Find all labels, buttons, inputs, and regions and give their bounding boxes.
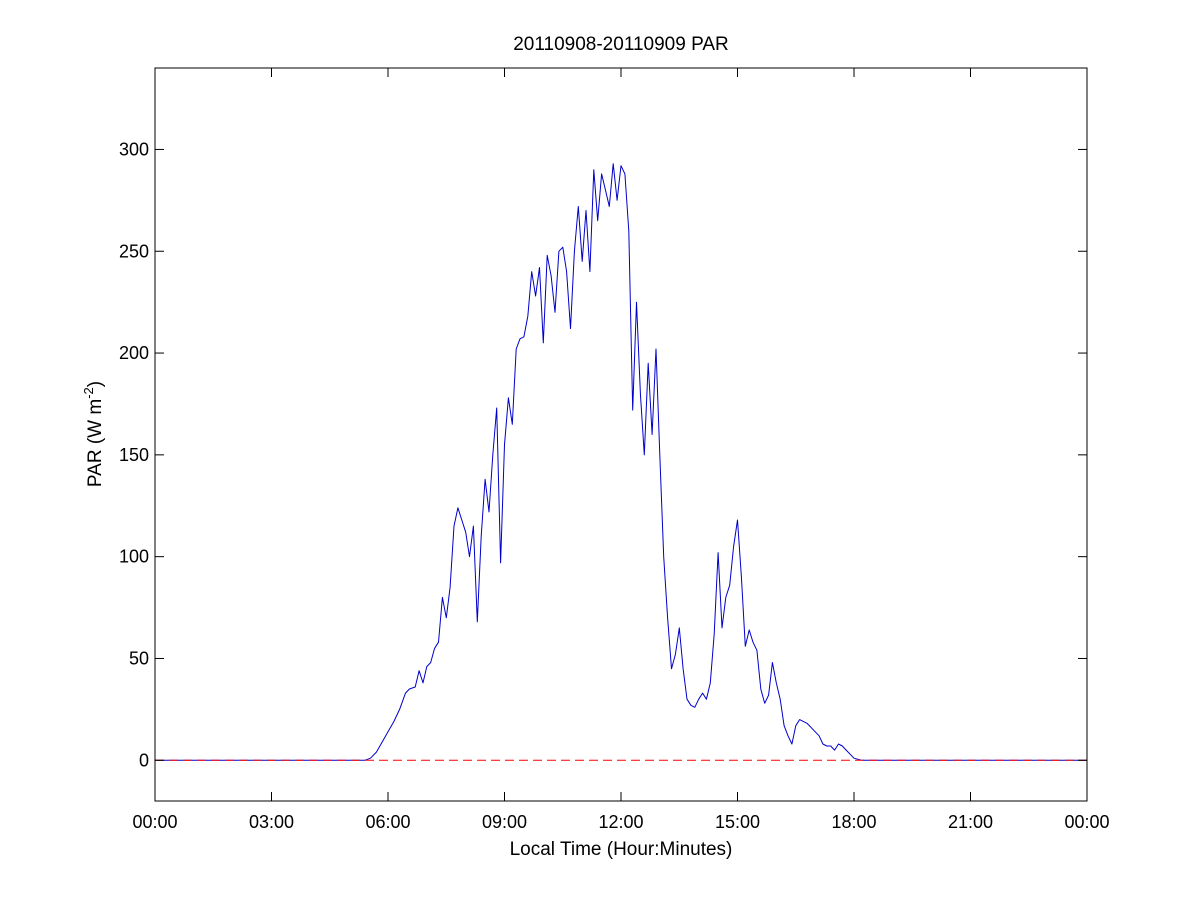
y-axis: 0 50 100 150 200 250 300 (119, 139, 1087, 770)
x-tick-label: 21:00 (948, 812, 993, 832)
y-tick-label: 50 (129, 648, 149, 668)
series-line-1 (155, 163, 1087, 761)
x-tick-label: 00:00 (132, 812, 177, 832)
chart-title: 20110908-20110909 PAR (513, 34, 729, 55)
x-axis-title: Local Time (Hour:Minutes) (510, 839, 733, 860)
y-axis-title-superscript: -2 (81, 387, 96, 399)
y-tick-label: 300 (119, 139, 149, 159)
plot-area (155, 163, 1087, 761)
x-tick-label: 12:00 (598, 812, 643, 832)
x-tick-label: 00:00 (1064, 812, 1109, 832)
x-tick-label: 06:00 (365, 812, 410, 832)
x-tick-label: 03:00 (249, 812, 294, 832)
y-axis-title-main: PAR (W m (85, 399, 106, 487)
y-tick-label: 200 (119, 343, 149, 363)
y-tick-label: 250 (119, 241, 149, 261)
y-axis-title-close: ) (85, 381, 106, 387)
x-tick-label: 15:00 (715, 812, 760, 832)
x-tick-label: 09:00 (482, 812, 527, 832)
x-tick-label: 18:00 (831, 812, 876, 832)
x-axis: 00:00 03:00 06:00 09:00 12:00 15:00 18:00 21:00… (132, 68, 1110, 832)
y-axis-title: PAR (W m-2) (81, 381, 106, 487)
y-tick-label: 100 (119, 547, 149, 567)
y-tick-label: 0 (139, 750, 149, 770)
y-tick-label: 150 (119, 445, 149, 465)
